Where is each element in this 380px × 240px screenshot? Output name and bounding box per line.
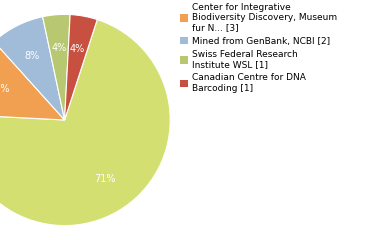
Text: 8%: 8% [24, 51, 40, 61]
Legend: Centre for Biodiversity
Genomics [17], Center for Integrative
Biodiversity Disco: Centre for Biodiversity Genomics [17], C… [180, 0, 337, 93]
Text: 4%: 4% [51, 43, 66, 54]
Wedge shape [0, 17, 65, 120]
Wedge shape [43, 14, 70, 120]
Wedge shape [65, 15, 97, 120]
Wedge shape [0, 42, 65, 120]
Wedge shape [0, 20, 170, 226]
Text: 71%: 71% [95, 174, 116, 184]
Text: 12%: 12% [0, 84, 11, 94]
Text: 4%: 4% [70, 44, 86, 54]
